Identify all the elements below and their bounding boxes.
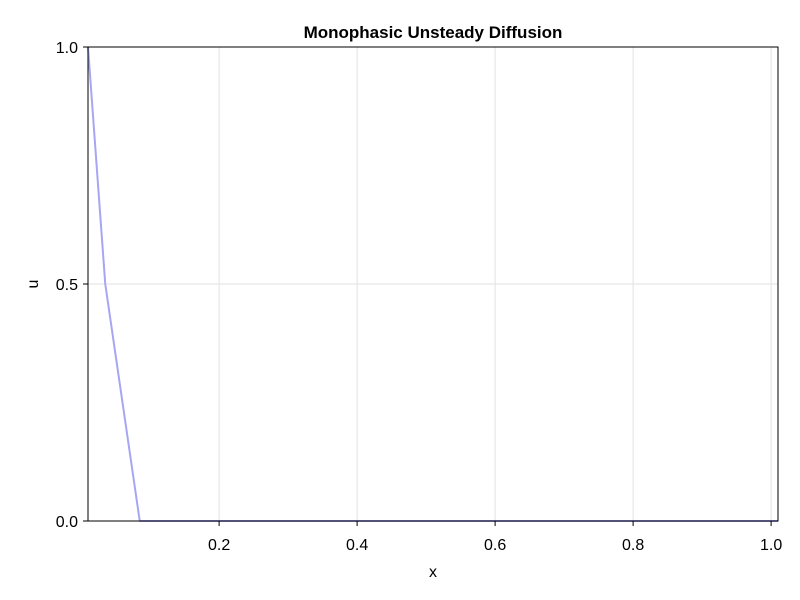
x-tick-label: 1.0 [760, 537, 782, 554]
y-tick-label: 0.5 [56, 277, 78, 294]
plot-area: 0.2 0.4 0.6 0.8 1.0 0.0 0.5 1.0 [56, 40, 783, 554]
y-axis-label: u [25, 280, 42, 289]
x-tick-label: 0.6 [484, 537, 506, 554]
x-axis-label: x [429, 564, 437, 581]
x-tick-label: 0.8 [622, 537, 644, 554]
x-tick-label: 0.4 [346, 537, 368, 554]
y-tick-label: 1.0 [56, 40, 78, 57]
y-axis-ticks: 0.0 0.5 1.0 [56, 40, 88, 531]
x-tick-label: 0.2 [208, 537, 230, 554]
y-tick-label: 0.0 [56, 514, 78, 531]
chart-title: Monophasic Unsteady Diffusion [304, 23, 563, 42]
x-axis-ticks: 0.2 0.4 0.6 0.8 1.0 [208, 521, 782, 554]
